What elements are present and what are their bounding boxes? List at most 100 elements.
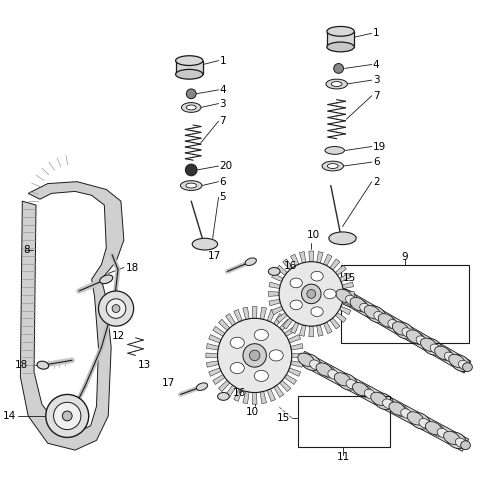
Polygon shape [260,307,266,319]
Circle shape [307,289,316,298]
Polygon shape [290,254,299,266]
Ellipse shape [254,370,268,381]
Ellipse shape [425,422,442,435]
Text: 12: 12 [111,331,125,341]
Polygon shape [243,307,249,319]
Ellipse shape [290,278,302,288]
Bar [298,396,390,447]
Ellipse shape [458,360,469,370]
Polygon shape [285,326,297,336]
Circle shape [217,318,292,393]
Polygon shape [324,322,332,334]
Circle shape [334,63,344,73]
Ellipse shape [328,370,339,379]
Ellipse shape [450,355,470,371]
Ellipse shape [300,354,321,371]
Bar [341,264,469,343]
Ellipse shape [444,352,456,362]
Ellipse shape [176,56,203,65]
Polygon shape [336,312,346,322]
Text: 6: 6 [219,177,226,187]
Ellipse shape [437,428,448,438]
Polygon shape [292,353,303,358]
Ellipse shape [432,425,445,437]
Polygon shape [226,385,236,397]
Ellipse shape [350,297,366,311]
Polygon shape [267,309,276,322]
Text: 18: 18 [126,262,139,272]
Polygon shape [337,288,471,373]
Ellipse shape [407,330,423,343]
Text: 19: 19 [373,142,386,152]
Polygon shape [274,313,284,326]
Ellipse shape [337,373,357,390]
Polygon shape [283,318,293,329]
Ellipse shape [176,69,203,79]
Text: 18: 18 [14,360,28,370]
Polygon shape [324,254,332,266]
Ellipse shape [346,379,357,389]
Polygon shape [218,380,230,392]
Circle shape [243,344,266,367]
Bar [327,31,354,47]
Ellipse shape [364,389,375,399]
Ellipse shape [37,361,48,369]
Ellipse shape [434,346,451,360]
Ellipse shape [373,393,394,410]
Polygon shape [330,318,340,329]
Polygon shape [343,291,354,296]
Ellipse shape [388,320,399,329]
Ellipse shape [196,383,207,390]
Ellipse shape [245,258,256,265]
Polygon shape [276,265,287,275]
Polygon shape [317,251,323,263]
Text: 17: 17 [208,251,221,261]
Text: 1: 1 [219,55,226,65]
Polygon shape [342,282,354,288]
Text: 7: 7 [373,91,379,101]
Ellipse shape [346,295,357,305]
Polygon shape [274,385,284,397]
Polygon shape [206,353,217,358]
Polygon shape [226,313,236,326]
Ellipse shape [329,232,356,245]
Bar [176,60,203,74]
Ellipse shape [446,432,467,449]
Text: 20: 20 [219,161,233,171]
Text: 15: 15 [276,413,290,423]
Text: 3: 3 [219,99,226,109]
Polygon shape [288,368,300,376]
Circle shape [112,305,120,312]
Ellipse shape [355,300,368,312]
Ellipse shape [336,289,352,303]
Text: 9: 9 [402,252,408,262]
Ellipse shape [402,328,413,337]
Ellipse shape [407,412,424,425]
Ellipse shape [394,322,414,339]
Polygon shape [283,259,293,270]
Polygon shape [276,312,287,322]
Ellipse shape [444,431,460,445]
Ellipse shape [359,386,372,397]
Ellipse shape [311,307,323,316]
Polygon shape [291,361,303,367]
Polygon shape [272,273,283,281]
Ellipse shape [311,271,323,281]
Ellipse shape [389,402,406,415]
Ellipse shape [440,349,453,361]
Polygon shape [279,319,291,330]
Polygon shape [269,282,280,288]
Ellipse shape [269,350,283,361]
Polygon shape [339,306,351,315]
Ellipse shape [384,316,396,328]
Ellipse shape [230,337,244,348]
Text: 16: 16 [233,388,246,398]
Polygon shape [291,343,303,350]
Ellipse shape [217,393,229,400]
Polygon shape [288,334,300,343]
Polygon shape [209,334,221,343]
Polygon shape [342,299,354,306]
Circle shape [106,299,126,318]
Ellipse shape [463,363,472,372]
Polygon shape [330,259,340,270]
